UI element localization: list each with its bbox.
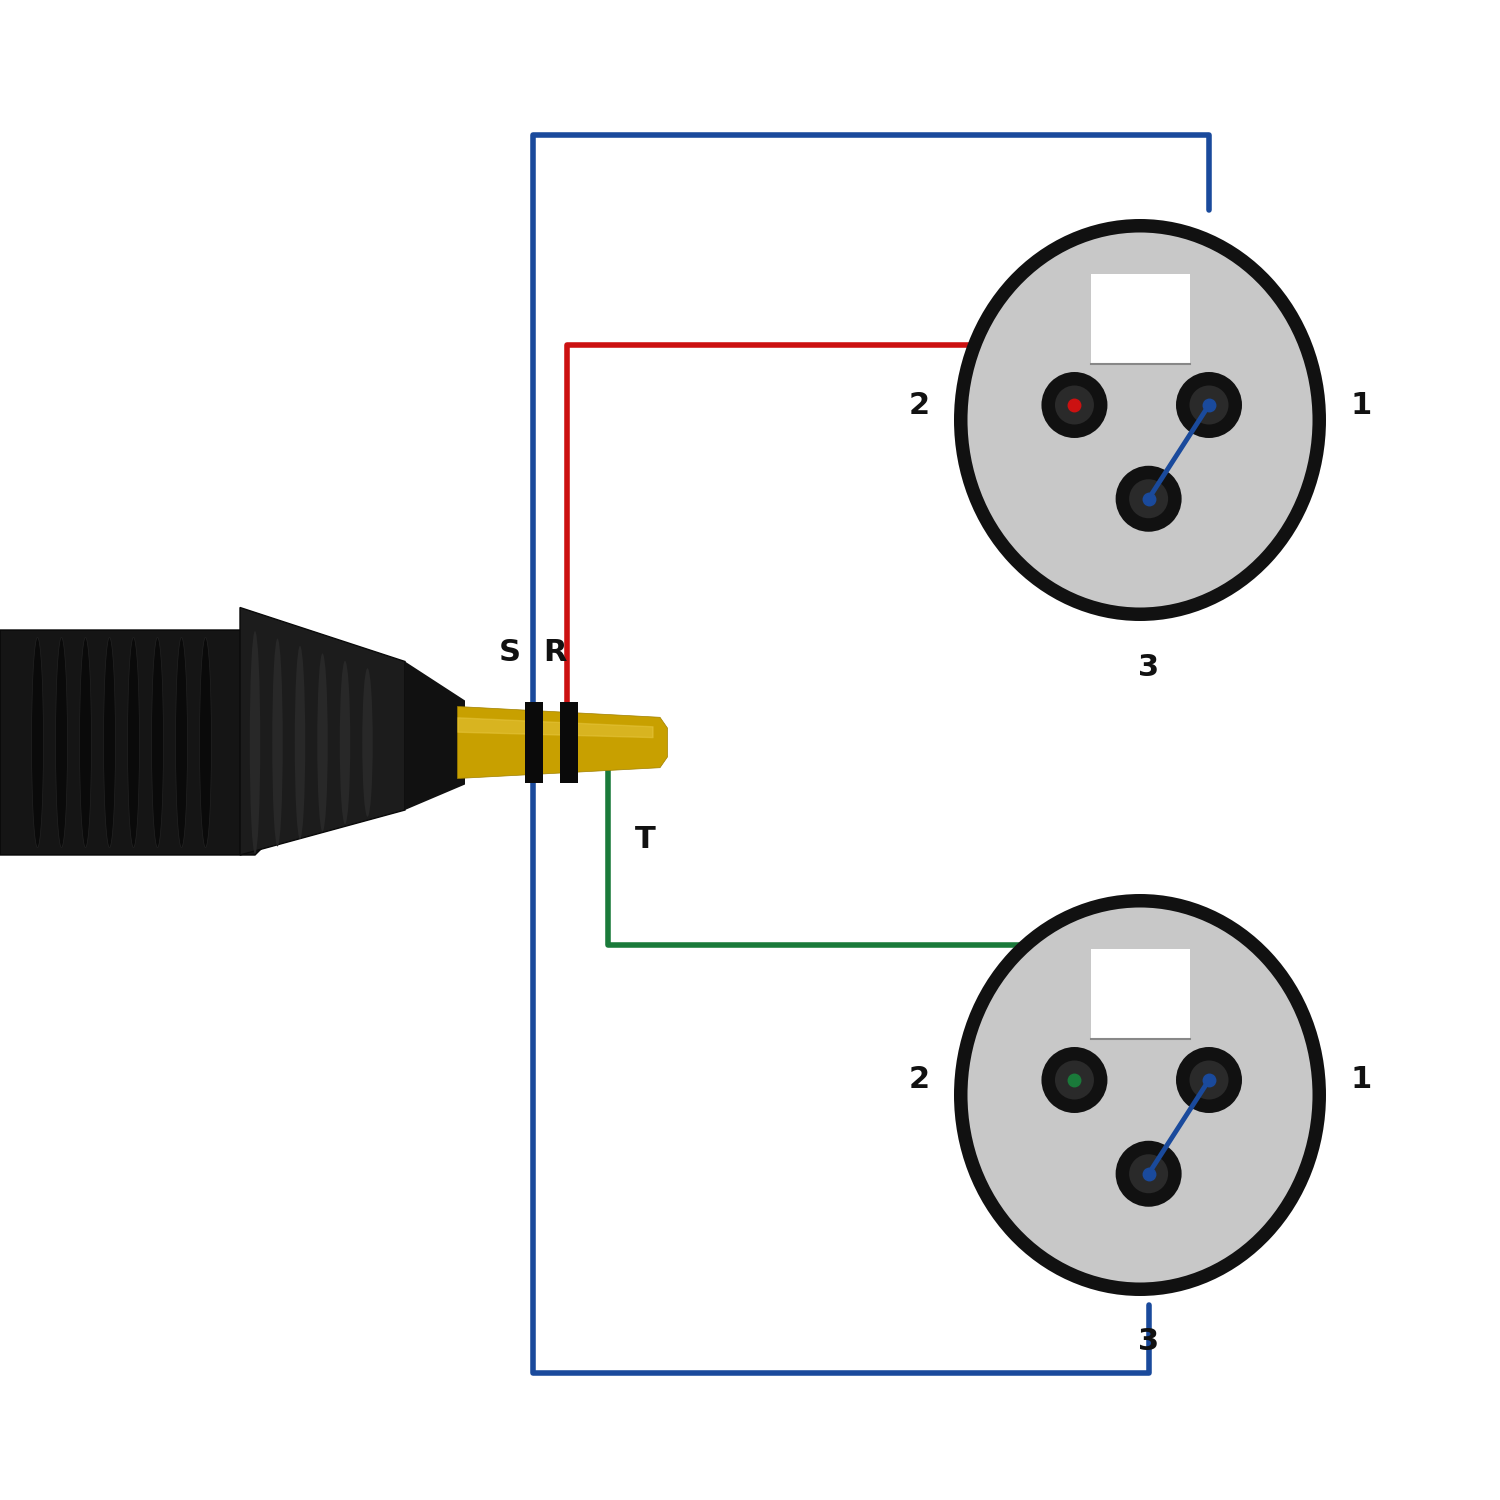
Ellipse shape [176, 638, 188, 848]
Text: 1: 1 [1350, 1065, 1371, 1095]
FancyBboxPatch shape [1090, 950, 1190, 1038]
Ellipse shape [954, 894, 1326, 1296]
Text: 1: 1 [1350, 390, 1371, 420]
Ellipse shape [32, 638, 44, 848]
Circle shape [1130, 1155, 1168, 1194]
Polygon shape [0, 630, 285, 855]
Polygon shape [405, 662, 465, 810]
Ellipse shape [954, 219, 1326, 621]
Ellipse shape [200, 638, 211, 848]
Circle shape [1190, 1060, 1228, 1100]
Ellipse shape [363, 669, 372, 816]
Ellipse shape [968, 232, 1312, 608]
Ellipse shape [318, 654, 328, 831]
Ellipse shape [273, 639, 282, 846]
Circle shape [1116, 1140, 1182, 1206]
Ellipse shape [249, 632, 261, 854]
Text: S: S [500, 639, 520, 668]
Circle shape [1054, 1060, 1094, 1100]
Ellipse shape [104, 638, 116, 848]
Circle shape [1041, 372, 1107, 438]
Text: 3: 3 [1138, 1328, 1160, 1356]
Ellipse shape [56, 638, 68, 848]
Text: 2: 2 [909, 1065, 930, 1095]
Circle shape [1190, 386, 1228, 424]
Polygon shape [458, 706, 668, 778]
Circle shape [1130, 480, 1168, 519]
Text: R: R [543, 639, 567, 668]
FancyBboxPatch shape [1090, 274, 1190, 364]
Bar [560, 702, 578, 783]
Ellipse shape [152, 638, 164, 848]
Circle shape [1054, 386, 1094, 424]
Circle shape [1116, 465, 1182, 532]
Ellipse shape [80, 638, 92, 848]
Text: 2: 2 [909, 390, 930, 420]
Bar [525, 702, 543, 783]
Ellipse shape [128, 638, 140, 848]
Ellipse shape [968, 908, 1312, 1282]
Ellipse shape [294, 646, 306, 839]
Text: 3: 3 [1138, 652, 1160, 681]
Text: T: T [634, 825, 656, 854]
Ellipse shape [339, 662, 350, 824]
Polygon shape [240, 608, 405, 855]
Circle shape [1176, 1047, 1242, 1113]
Circle shape [1041, 1047, 1107, 1113]
Circle shape [1176, 372, 1242, 438]
